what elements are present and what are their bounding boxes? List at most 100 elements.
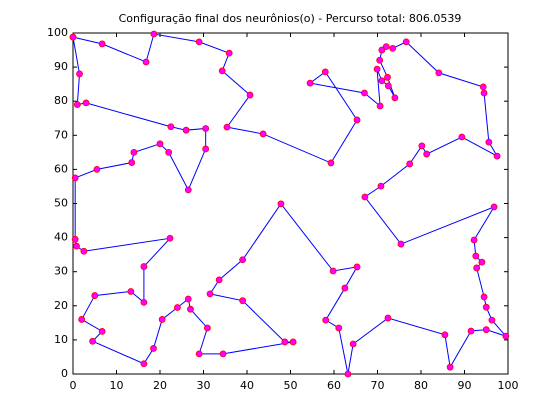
neuron-marker	[91, 292, 99, 299]
neuron-marker	[289, 338, 297, 346]
neuron-marker	[281, 338, 289, 346]
neuron-marker	[78, 316, 86, 323]
neuron-marker	[478, 258, 486, 266]
neuron-marker	[384, 314, 392, 322]
neuron-marker	[322, 316, 330, 324]
neuron-marker	[353, 116, 361, 124]
neuron-marker	[485, 138, 493, 146]
neuron-marker	[130, 148, 138, 156]
neuron-marker	[89, 337, 96, 345]
neuron-marker	[98, 327, 106, 335]
x-tick-label: 100	[498, 379, 519, 392]
neuron-marker	[378, 77, 386, 85]
neuron-marker	[225, 49, 233, 57]
chart-title: Configuração final dos neurônios(o) - Pe…	[119, 12, 462, 25]
neuron-marker	[391, 94, 399, 102]
neuron-marker	[361, 193, 369, 201]
neuron-marker	[182, 126, 190, 134]
y-tick-label: 80	[54, 94, 68, 107]
y-tick-label: 70	[54, 128, 68, 141]
neuron-marker	[502, 332, 510, 340]
neuron-marker	[479, 83, 487, 91]
y-tick-label: 10	[54, 333, 68, 346]
neuron-marker	[158, 316, 166, 323]
neuron-marker	[441, 331, 449, 339]
neuron-marker	[142, 58, 150, 66]
neuron-marker	[93, 165, 101, 173]
neuron-marker	[219, 350, 227, 358]
y-tick-label: 30	[54, 265, 68, 278]
neuron-marker	[98, 40, 106, 48]
neuron-marker	[187, 305, 194, 313]
neuron-marker	[277, 200, 285, 208]
neuron-marker	[306, 79, 314, 87]
neuron-marker	[467, 327, 475, 335]
neuron-marker	[384, 82, 392, 90]
x-tick-label: 10	[110, 379, 124, 392]
neuron-marker	[446, 363, 454, 371]
neuron-marker	[76, 70, 83, 78]
neuron-marker	[389, 44, 397, 52]
neuron-marker	[335, 324, 343, 332]
neuron-marker	[82, 99, 90, 107]
neuron-marker	[349, 340, 357, 348]
neuron-marker	[493, 152, 501, 160]
neuron-marker	[490, 203, 498, 211]
neuron-marker	[329, 267, 337, 275]
neuron-marker	[473, 264, 481, 272]
neuron-marker	[71, 174, 79, 182]
neuron-marker	[140, 298, 148, 306]
neuron-marker	[140, 360, 148, 368]
neuron-marker	[423, 150, 431, 158]
neuron-marker	[321, 68, 329, 76]
y-tick-label: 50	[54, 197, 68, 210]
neuron-marker	[382, 43, 390, 51]
x-tick-label: 30	[197, 379, 211, 392]
neuron-marker	[202, 145, 210, 153]
neuron-marker	[150, 345, 157, 352]
neuron-marker	[397, 240, 405, 248]
neuron-marker	[361, 89, 368, 97]
neuron-marker	[482, 326, 490, 334]
neuron-marker	[470, 236, 478, 244]
x-tick-label: 90	[458, 379, 472, 392]
neuron-marker	[406, 160, 414, 168]
neuron-marker	[480, 89, 488, 97]
neuron-marker	[128, 159, 136, 166]
x-tick-label: 20	[153, 379, 167, 392]
neuron-marker	[376, 56, 384, 64]
x-tick-label: 50	[284, 379, 298, 392]
neuron-marker	[150, 30, 158, 38]
y-tick-label: 100	[47, 26, 68, 39]
neuron-marker	[327, 159, 335, 167]
neuron-marker	[223, 123, 231, 131]
neuron-marker	[418, 142, 426, 150]
neuron-marker	[140, 263, 148, 270]
neuron-marker	[204, 324, 211, 332]
y-tick-label: 60	[54, 162, 68, 175]
neuron-marker	[376, 102, 384, 110]
neuron-marker	[167, 123, 175, 131]
y-tick-label: 20	[54, 299, 68, 312]
neuron-marker	[239, 297, 247, 305]
neuron-marker	[458, 133, 466, 141]
neuron-marker	[353, 263, 361, 271]
neuron-marker	[480, 293, 488, 301]
neuron-marker	[341, 284, 349, 292]
neuron-marker	[195, 350, 203, 358]
neuron-marker	[166, 234, 174, 242]
neuron-marker	[215, 276, 223, 284]
neuron-marker	[218, 67, 226, 75]
x-tick-label: 60	[327, 379, 341, 392]
neuron-marker	[195, 38, 203, 46]
y-tick-label: 0	[61, 367, 68, 380]
neuron-marker	[373, 65, 381, 73]
x-tick-label: 70	[371, 379, 385, 392]
y-tick-label: 40	[54, 231, 68, 244]
neuron-marker	[482, 303, 490, 311]
neuron-marker	[80, 247, 88, 255]
neuron-marker	[259, 130, 267, 138]
x-tick-label: 80	[414, 379, 428, 392]
